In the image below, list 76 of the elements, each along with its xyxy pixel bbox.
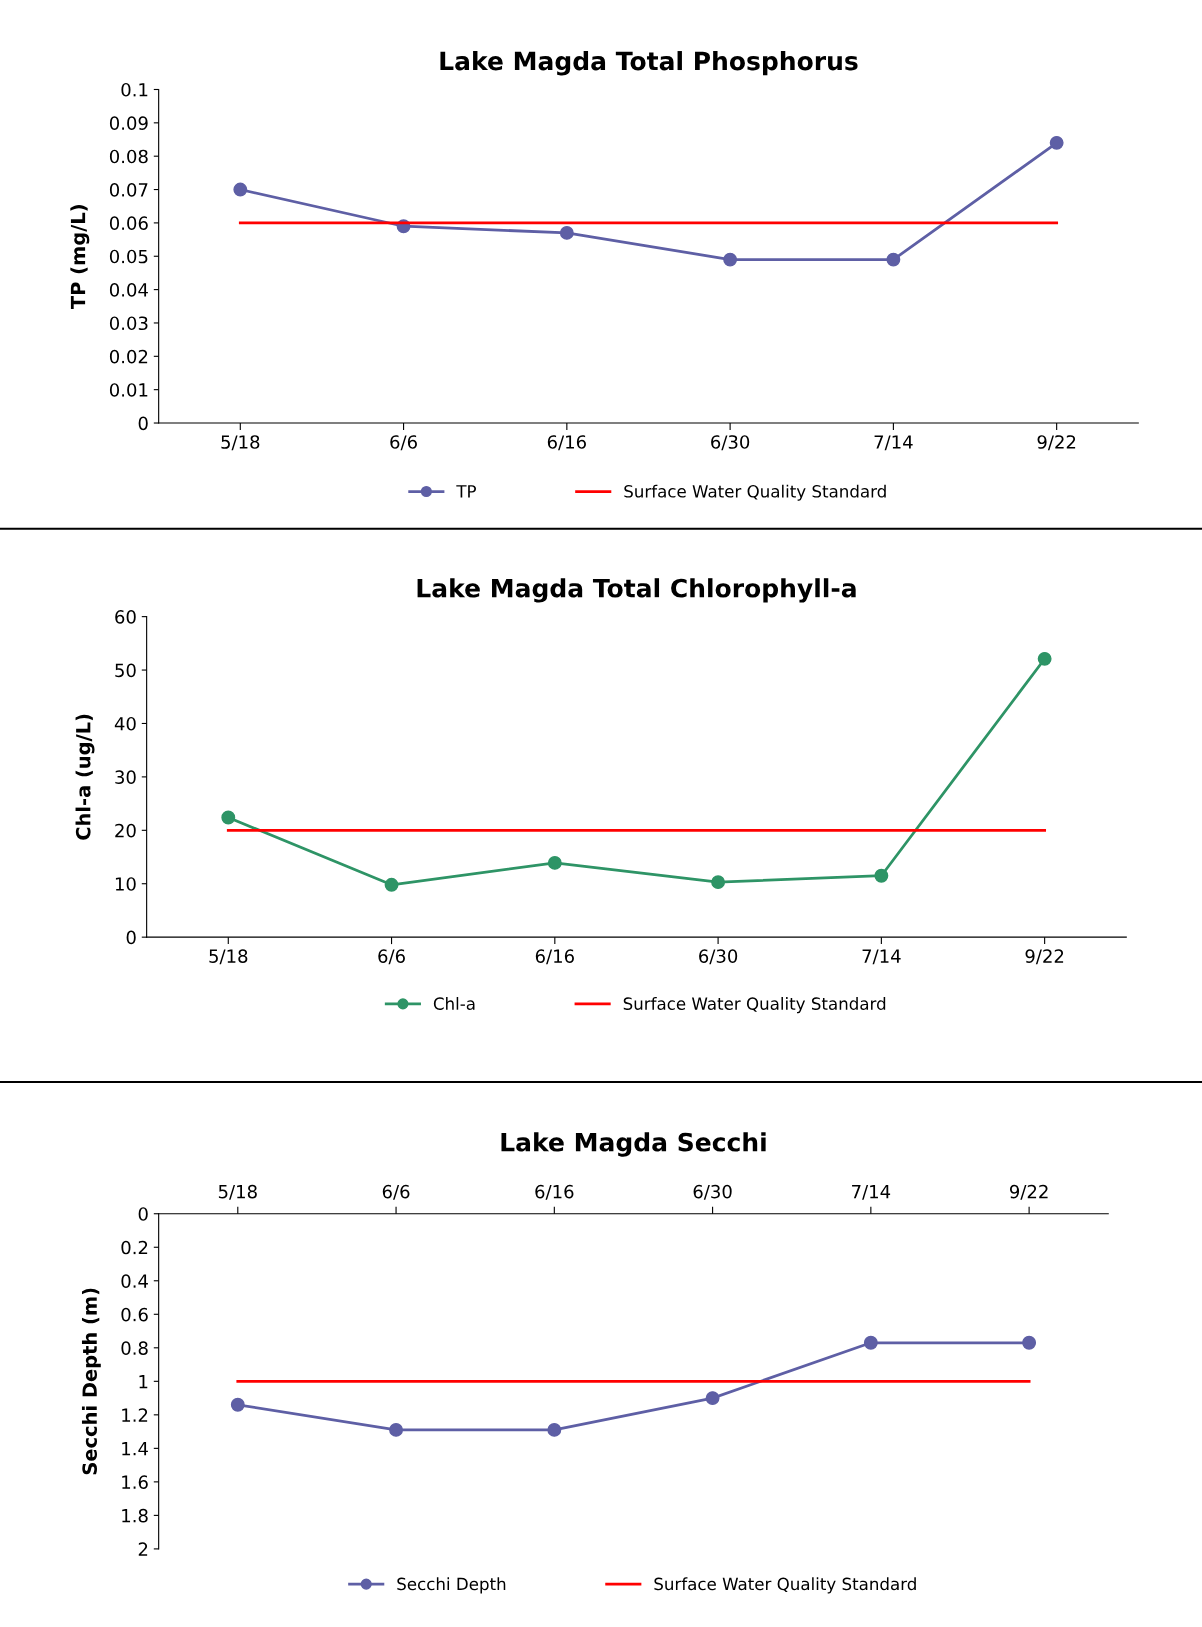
point [384,877,399,892]
point [874,868,889,883]
x-tick-label: 9/22 [1009,1184,1048,1200]
y-tick-label: 0 [126,930,136,945]
x-tick-label: 6/6 [390,435,417,451]
legend-label: Surface Water Quality Standard [624,484,886,501]
point [230,1397,245,1412]
legend-label: Secchi Depth [397,1577,506,1594]
y-tick-label: 1.2 [122,1408,148,1422]
y-tick-label: 30 [115,770,136,785]
legend-label: TP [456,485,477,498]
x-tick-label: 5/18 [221,435,260,451]
legend-label: Surface Water Quality Standard [623,997,886,1014]
point [389,1422,404,1437]
x-tick-label: 6/6 [382,1184,410,1200]
x-tick-label: 6/16 [535,949,574,965]
chart-title: Lake Magda Total Phosphorus [440,51,858,76]
point [886,252,901,267]
point [559,225,574,240]
x-tick-label: 7/14 [852,1185,891,1200]
point [1022,1335,1037,1350]
y-tick-label: 0.03 [109,316,148,331]
y-tick-label: 50 [115,663,136,678]
y-axis-title: Chl-a (ug/L) [75,714,95,840]
point [547,855,562,870]
y-tick-label: 1.6 [122,1475,148,1489]
x-tick-label: 6/16 [535,1184,574,1200]
y-tick-label: 0.6 [121,1307,148,1322]
x-tick-label: 6/30 [699,949,738,965]
x-tick-label: 7/14 [874,435,913,451]
y-tick-label: 0.01 [109,383,148,397]
legend-label: Chl-a [433,997,475,1010]
y-tick-label: 2 [138,1542,148,1556]
x-tick-label: 5/18 [218,1184,257,1200]
point [1037,651,1052,666]
x-tick-label: 6/16 [547,435,586,451]
point [711,875,726,890]
y-tick-label: 0 [138,416,148,431]
x-tick-label: 7/14 [862,949,901,965]
x-tick-label: 6/30 [711,435,750,451]
point [547,1422,562,1437]
point [863,1335,878,1350]
chart-title: Lake Magda Secchi [501,1132,766,1157]
y-tick-label: 0.2 [121,1240,148,1255]
y-tick-label: 10 [115,877,136,891]
point [1049,135,1064,150]
y-tick-label: 0.02 [109,349,148,364]
x-tick-label: 9/22 [1037,435,1076,451]
y-tick-label: 0.07 [109,183,148,197]
chart-title: Lake Magda Total Chlorophyll-a [417,578,856,603]
y-axis-title: Secchi Depth (m) [81,1288,101,1475]
y-tick-label: 1.4 [122,1442,148,1456]
y-tick-label: 40 [114,716,136,731]
y-tick-label: 20 [115,823,136,838]
y-tick-label: 0.1 [121,82,148,97]
y-tick-label: 0 [138,1207,148,1221]
y-axis-title: TP (mg/L) [70,205,90,310]
legend-label: Surface Water Quality Standard [654,1577,916,1594]
y-tick-label: 0.09 [109,116,148,130]
point [221,810,236,825]
y-tick-label: 0.8 [121,1341,148,1355]
point [233,182,248,197]
y-tick-label: 0.04 [109,283,148,297]
point [705,1391,720,1406]
y-tick-label: 0.4 [121,1274,148,1288]
point [723,252,738,267]
y-tick-label: 1.8 [122,1508,148,1523]
y-tick-label: 0.05 [109,249,148,264]
x-tick-label: 6/30 [693,1184,732,1200]
y-tick-label: 0.06 [109,216,148,231]
x-tick-label: 9/22 [1025,949,1064,965]
x-tick-label: 5/18 [209,949,248,965]
y-tick-label: 0.08 [109,149,148,164]
y-tick-label: 60 [115,610,136,624]
y-tick-label: 1 [139,1375,148,1389]
x-tick-label: 6/6 [378,949,405,965]
